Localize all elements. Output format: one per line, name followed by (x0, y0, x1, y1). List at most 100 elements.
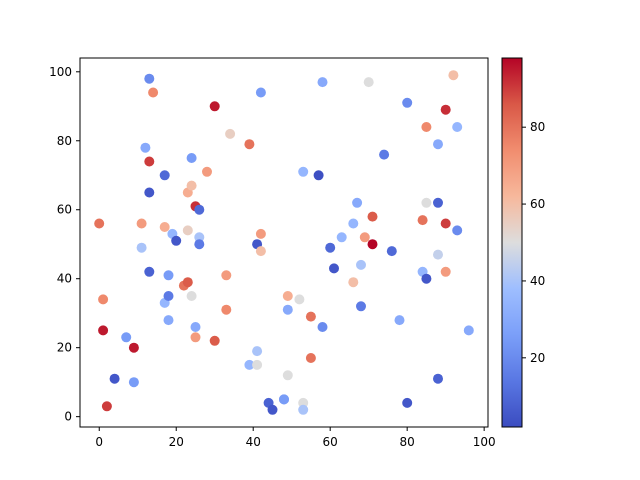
colorbar: 20 40 60 80 (501, 57, 545, 428)
scatter-point (221, 304, 232, 315)
scatter-point (182, 225, 193, 236)
scatter-point (421, 273, 432, 284)
scatter-point (379, 149, 390, 160)
scatter-point (255, 228, 266, 239)
colorbar-tick-label: 40 (530, 274, 545, 288)
colorbar-tick-label: 20 (530, 351, 545, 365)
y-tick-label: 0 (64, 410, 72, 424)
scatter-point (317, 322, 328, 332)
y-tick-label: 40 (57, 272, 72, 286)
scatter-point (186, 153, 197, 163)
scatter-point (463, 325, 474, 336)
scatter-point (402, 97, 413, 108)
scatter-point (194, 239, 205, 250)
scatter-point (186, 291, 197, 301)
scatter-point (144, 187, 155, 198)
scatter-point (452, 122, 463, 132)
scatter-point (440, 266, 451, 277)
scatter-point (144, 156, 155, 167)
scatter-point (317, 77, 328, 88)
x-tick-label: 0 (95, 435, 103, 449)
scatter-point (359, 232, 370, 243)
scatter-point (421, 122, 432, 132)
colorbar-tick-label: 60 (530, 197, 545, 211)
scatter-point (98, 294, 109, 305)
scatter-point (356, 259, 366, 270)
scatter-point (244, 139, 255, 150)
x-tick-label: 100 (473, 435, 496, 449)
scatter-point (190, 332, 201, 343)
scatter-point (348, 277, 359, 288)
scatter-point (159, 222, 170, 232)
scatter-point (298, 397, 309, 408)
scatter-point (101, 401, 112, 412)
scatter-point (279, 394, 289, 405)
axes: 0 20 40 60 80 100 0 20 40 60 80 100 (49, 57, 496, 449)
scatter-point (94, 218, 105, 229)
scatter-point (433, 249, 443, 260)
scatter-point (336, 232, 347, 243)
scatter-point (313, 170, 324, 181)
y-tick-label: 100 (49, 65, 72, 79)
scatter-point (252, 359, 263, 370)
scatter-point (194, 204, 205, 215)
scatter-point (136, 242, 147, 253)
scatter-point (221, 270, 232, 281)
scatter-point (421, 197, 432, 208)
scatter-point (348, 218, 359, 229)
scatter-point (448, 70, 459, 81)
scatter-point (363, 77, 374, 88)
scatter-point (136, 218, 147, 229)
scatter-point (109, 373, 120, 384)
scatter-point (163, 291, 174, 301)
scatter-point (402, 397, 413, 408)
scatter-point (194, 232, 205, 243)
scatter-point (98, 325, 109, 336)
scatter-point (298, 404, 309, 415)
scatter-point (298, 166, 309, 177)
scatter-point (128, 342, 139, 353)
x-tick-label: 60 (323, 435, 338, 449)
y-tick-label: 60 (57, 203, 72, 217)
scatter-point (352, 197, 363, 208)
scatter-point (225, 128, 236, 139)
scatter-point (452, 225, 463, 236)
scatter-point (163, 315, 174, 326)
scatter-point (202, 166, 212, 177)
scatter-point (144, 266, 155, 277)
scatter-point (394, 315, 405, 326)
scatter-point (325, 242, 336, 253)
x-tick-label: 40 (246, 435, 261, 449)
scatter-point (255, 246, 266, 257)
scatter-point (252, 346, 263, 357)
y-tick-label: 20 (57, 341, 72, 355)
scatter-point (417, 215, 428, 226)
scatter-point (433, 139, 443, 150)
scatter-point (440, 218, 451, 229)
scatter-point (209, 101, 220, 112)
scatter-point (128, 377, 139, 388)
scatter-point (386, 246, 397, 257)
scatter-point (244, 359, 255, 370)
scatter-point (305, 311, 316, 322)
scatter-point (163, 270, 174, 281)
scatter-point (190, 322, 201, 332)
scatter-point (433, 197, 443, 208)
scatter-point (140, 142, 151, 153)
colorbar-tick-label: 80 (530, 120, 545, 134)
scatter-point (433, 373, 443, 384)
scatter-point (209, 335, 220, 346)
scatter-point (159, 170, 170, 181)
scatter-point (148, 87, 159, 98)
y-tick-label: 80 (57, 134, 72, 148)
axes-frame (79, 57, 489, 428)
scatter-point (267, 404, 278, 415)
scatter-point (282, 304, 293, 315)
scatter-point (144, 73, 155, 84)
scatter-point (182, 277, 193, 288)
scatter-point (329, 263, 339, 274)
scatter-point (356, 301, 366, 312)
x-tick-label: 20 (169, 435, 184, 449)
scatter-point (440, 104, 451, 115)
